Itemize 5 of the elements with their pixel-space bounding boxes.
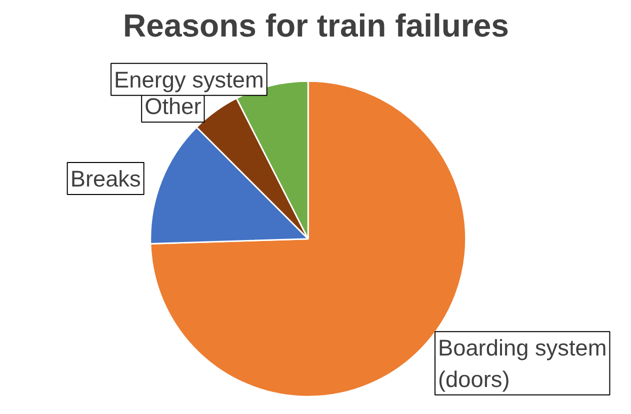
chart-title: Reasons for train failures — [123, 8, 509, 44]
slice-label: Other — [144, 93, 202, 120]
slice-label: Breaks — [70, 165, 141, 192]
slice-label: Energy system — [114, 66, 264, 92]
slice-label: Boarding system (doors) — [438, 334, 607, 392]
